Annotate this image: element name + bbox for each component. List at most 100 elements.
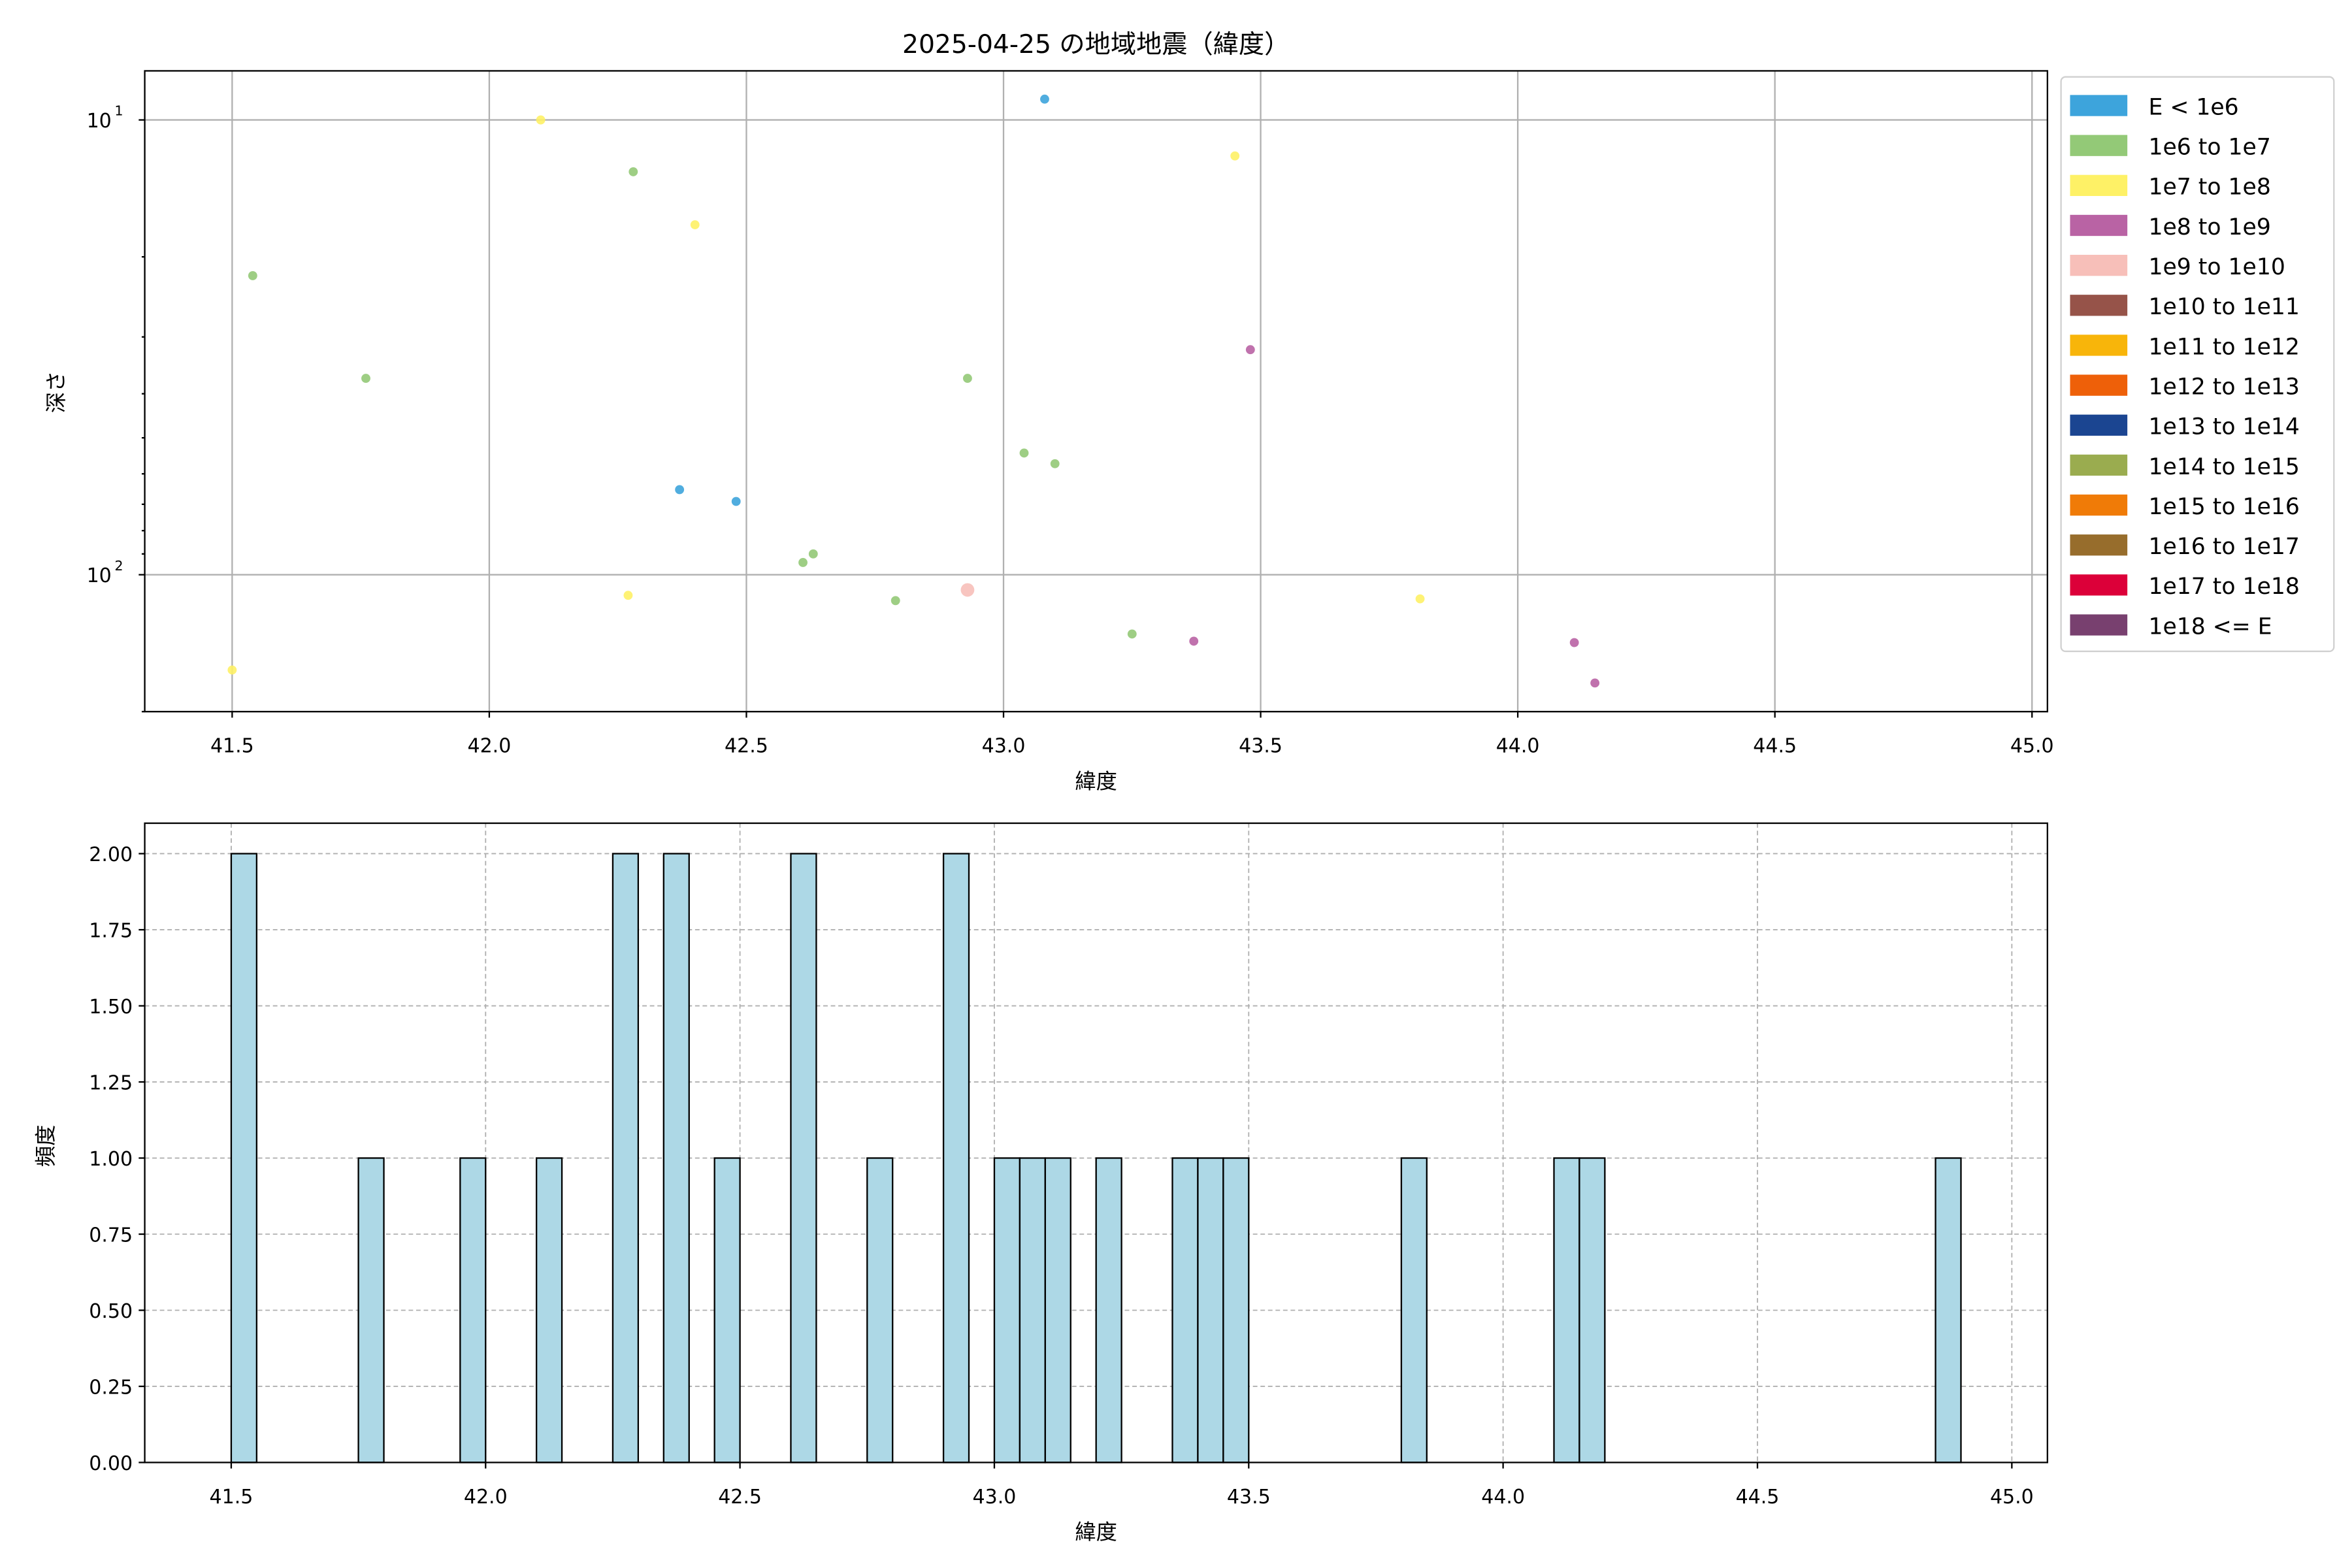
data-point <box>1189 636 1199 646</box>
data-point <box>731 497 741 506</box>
legend-swatch <box>2070 174 2128 196</box>
data-point <box>1019 448 1029 458</box>
x-tick-label: 45.0 <box>2010 735 2054 758</box>
data-point <box>1415 594 1425 604</box>
histogram-bar <box>942 853 970 1463</box>
y-tick-label: 0.50 <box>89 1300 133 1323</box>
y-tick-label: 1.00 <box>89 1148 133 1171</box>
x-tick-label: 42.5 <box>718 1486 762 1509</box>
legend-swatch <box>2070 374 2128 396</box>
data-point <box>808 549 818 559</box>
legend-label: 1e7 to 1e8 <box>2148 174 2270 201</box>
legend-label: 1e17 to 1e18 <box>2148 574 2299 600</box>
histogram-bar <box>459 1157 487 1463</box>
x-tick-label: 44.5 <box>1753 735 1797 758</box>
legend-label: 1e8 to 1e9 <box>2148 214 2270 240</box>
legend-label: 1e16 to 1e17 <box>2148 534 2299 560</box>
data-point <box>1245 345 1255 355</box>
x-tick-label: 42.5 <box>725 735 768 758</box>
histogram-bar <box>1171 1157 1199 1463</box>
data-point <box>1127 629 1137 639</box>
x-tick-label: 43.5 <box>1239 735 1282 758</box>
histogram-bar <box>713 1157 741 1463</box>
histogram-bar <box>1197 1157 1224 1463</box>
plot-frame <box>144 70 2048 713</box>
data-point <box>1569 638 1579 647</box>
x-tick-label: 41.5 <box>210 735 254 758</box>
data-point <box>960 583 975 597</box>
legend-label: 1e11 to 1e12 <box>2148 334 2299 360</box>
data-point <box>690 220 700 229</box>
data-point <box>1230 151 1240 161</box>
histogram-bar <box>1019 1157 1046 1463</box>
legend-box <box>2060 76 2335 653</box>
y-tick-label: 1.75 <box>89 920 133 943</box>
legend-label: 1e18 <= E <box>2148 613 2272 640</box>
x-tick-label: 43.5 <box>1227 1486 1271 1509</box>
data-point <box>798 558 808 567</box>
scatter-y-label: 深さ <box>44 371 69 414</box>
plot-frame <box>144 822 2048 1463</box>
legend-label: 1e9 to 1e10 <box>2148 254 2285 280</box>
histogram-bar <box>662 853 690 1463</box>
legend-label: 1e14 to 1e15 <box>2148 454 2299 480</box>
legend-swatch <box>2070 494 2128 516</box>
histogram-bar <box>790 853 817 1463</box>
y-tick-exponent: 1 <box>114 103 123 119</box>
legend-label: E < 1e6 <box>2148 94 2238 120</box>
histogram-bar <box>1400 1157 1428 1463</box>
y-tick-label: 10 <box>87 110 112 133</box>
data-point <box>629 167 638 176</box>
x-tick-label: 44.0 <box>1481 1486 1525 1509</box>
x-tick-label: 45.0 <box>1990 1486 2034 1509</box>
histogram-bar <box>993 1157 1021 1463</box>
data-point <box>227 665 237 675</box>
legend: E < 1e6 1e6 to 1e7 1e7 to 1e8 1e8 to 1e9 1e9… <box>2060 76 2335 653</box>
histogram-bar <box>1095 1157 1122 1463</box>
histogram-y-label: 頻度 <box>33 1125 58 1168</box>
x-tick-label: 42.0 <box>464 1486 508 1509</box>
x-tick-label: 41.5 <box>210 1486 253 1509</box>
histogram-bar <box>612 853 640 1463</box>
legend-swatch <box>2070 335 2128 356</box>
histogram-bar <box>230 853 258 1463</box>
data-point <box>361 374 370 384</box>
x-tick-label: 43.0 <box>973 1486 1017 1509</box>
histogram-bar <box>1044 1157 1071 1463</box>
y-tick-label: 0.75 <box>89 1224 133 1247</box>
data-point <box>623 591 633 600</box>
y-tick-exponent: 2 <box>114 558 123 574</box>
legend-swatch <box>2070 214 2128 237</box>
histogram-bar <box>357 1157 385 1463</box>
data-point <box>890 596 900 606</box>
x-tick-label: 42.0 <box>468 735 512 758</box>
legend-swatch <box>2070 95 2128 116</box>
data-point <box>248 271 257 280</box>
legend-label: 1e6 to 1e7 <box>2148 135 2270 161</box>
legend-swatch <box>2070 295 2128 316</box>
legend-swatch <box>2070 534 2128 556</box>
y-tick-label: 0.00 <box>89 1452 133 1475</box>
data-point <box>1050 459 1060 468</box>
histogram-bar <box>1553 1157 1580 1463</box>
x-tick-label: 44.5 <box>1736 1486 1780 1509</box>
data-point <box>675 485 685 495</box>
x-tick-label: 43.0 <box>982 735 1026 758</box>
legend-swatch <box>2070 454 2128 476</box>
y-tick-label: 1.50 <box>89 996 133 1019</box>
data-point <box>1590 678 1600 688</box>
histogram-bar <box>1222 1157 1250 1463</box>
legend-label: 1e13 to 1e14 <box>2148 414 2299 440</box>
legend-swatch <box>2070 614 2128 636</box>
y-tick-label: 0.25 <box>89 1377 133 1399</box>
legend-label: 1e12 to 1e13 <box>2148 374 2299 400</box>
histogram-bar <box>535 1157 563 1463</box>
data-point <box>962 374 972 384</box>
y-tick-label: 10 <box>87 564 112 587</box>
scatter-x-label: 緯度 <box>1075 769 1117 794</box>
y-tick-label: 2.00 <box>89 843 133 866</box>
legend-label: 1e15 to 1e16 <box>2148 494 2299 520</box>
histogram: 41.5 42.0 42.5 43.0 43.5 44.0 44.5 45.0 0.00 0.25… <box>89 822 2048 1509</box>
